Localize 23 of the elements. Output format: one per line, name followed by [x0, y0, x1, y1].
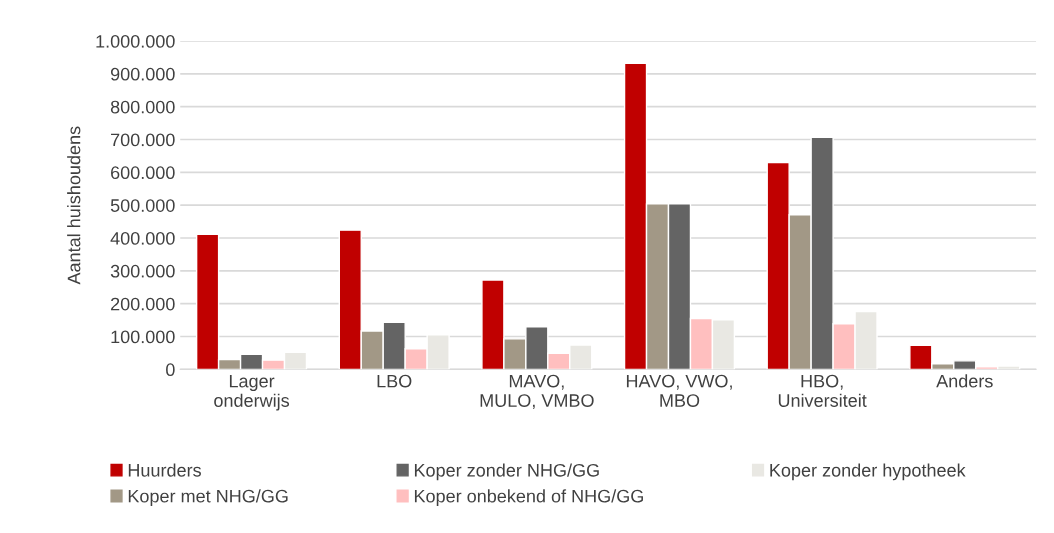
- y-tick-label: 300.000: [110, 264, 175, 278]
- y-tick-label: 900.000: [110, 67, 175, 81]
- x-tick-label: Anders: [936, 374, 993, 388]
- y-tick-label: 800.000: [110, 100, 175, 114]
- y-tick-label: 100.000: [111, 330, 175, 344]
- legend-label: Koper met NHG/GG: [128, 489, 288, 507]
- x-tick-label: HBO, Universiteit: [778, 374, 867, 407]
- x-tick-label: Lager onderwijs: [214, 374, 290, 411]
- x-tick-label: LBO: [377, 374, 412, 388]
- y-tick-label: 600.000: [111, 166, 175, 180]
- y-tick-label: 0: [166, 363, 175, 377]
- legend-label: Huurders: [128, 463, 201, 477]
- legend-label: Koper onbekend of NHG/GG: [414, 489, 643, 507]
- legend-label: Koper zonder hypotheek: [770, 463, 966, 481]
- x-tick-label: MAVO, MULO, VMBO: [480, 374, 594, 410]
- y-tick-label: 500.000: [110, 199, 175, 212]
- y-tick-label: 200.000: [111, 297, 175, 311]
- y-tick-label: 1.000.000: [96, 34, 175, 48]
- y-tick-label: 400.000: [110, 231, 175, 245]
- x-tick-label: HAVO, VWO, MBO: [626, 374, 732, 407]
- y-tick-label: 700.000: [111, 133, 175, 147]
- y-axis-title: Aantal huishoudens: [67, 126, 81, 285]
- legend-label: Koper zonder NHG/GG: [414, 463, 599, 481]
